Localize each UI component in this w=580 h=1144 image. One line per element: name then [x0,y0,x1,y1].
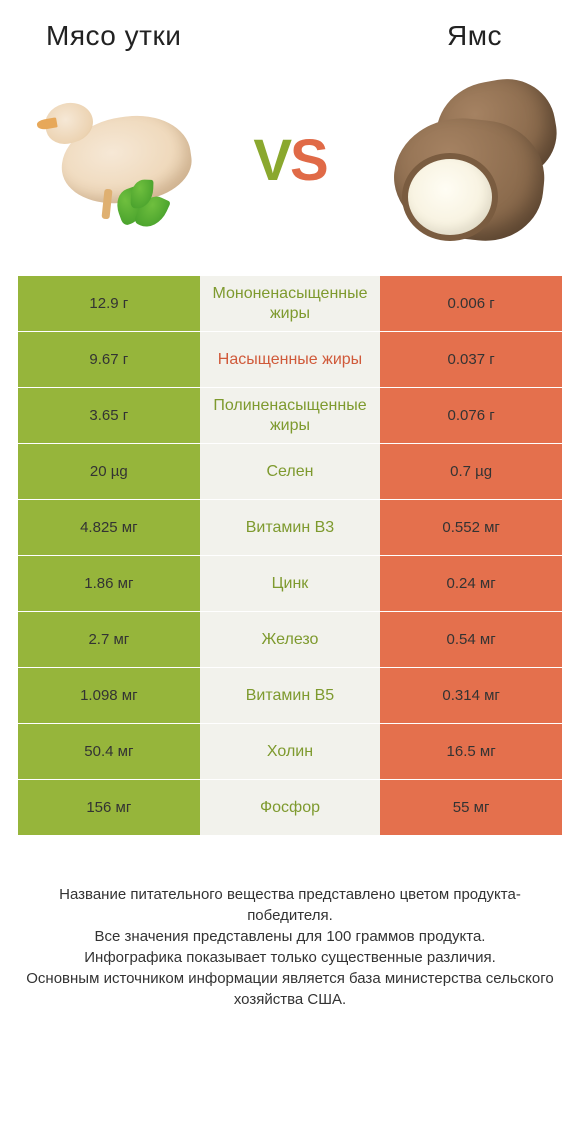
table-row: 1.86 мгЦинк0.24 мг [18,556,562,612]
value-right: 0.076 г [380,388,562,443]
value-right: 0.006 г [380,276,562,331]
vs-v: V [253,128,290,193]
title-left: Мясо утки [18,20,274,52]
table-row: 3.65 гПолиненасыщенные жиры0.076 г [18,388,562,444]
value-right: 0.037 г [380,332,562,387]
infographic-root: Мясо утки Ямс VS [0,0,580,1020]
table-row: 50.4 мгХолин16.5 мг [18,724,562,780]
footer-notes: Название питательного вещества представл… [18,884,562,1010]
value-left: 20 µg [18,444,200,499]
nutrient-name: Цинк [200,556,381,611]
table-row: 156 мгФосфор55 мг [18,780,562,836]
nutrient-name: Холин [200,724,381,779]
vs-label: VS [230,127,350,194]
value-left: 12.9 г [18,276,200,331]
nutrient-name: Селен [200,444,381,499]
footer-line: Инфографика показывает только существенн… [26,947,554,968]
yam-illustration [366,75,546,245]
table-row: 9.67 гНасыщенные жиры0.037 г [18,332,562,388]
table-row: 1.098 мгВитамин B50.314 мг [18,668,562,724]
vs-s: S [290,128,327,193]
nutrient-name: Железо [200,612,381,667]
value-left: 156 мг [18,780,200,835]
table-row: 2.7 мгЖелезо0.54 мг [18,612,562,668]
table-row: 4.825 мгВитамин B30.552 мг [18,500,562,556]
nutrient-name: Мононенасыщенные жиры [200,276,381,331]
table-row: 12.9 гМононенасыщенные жиры0.006 г [18,276,562,332]
title-right: Ямс [274,20,562,52]
value-right: 0.552 мг [380,500,562,555]
value-right: 16.5 мг [380,724,562,779]
value-right: 0.54 мг [380,612,562,667]
value-left: 9.67 г [18,332,200,387]
nutrient-name: Фосфор [200,780,381,835]
value-left: 2.7 мг [18,612,200,667]
value-left: 1.098 мг [18,668,200,723]
value-right: 55 мг [380,780,562,835]
duck-illustration [39,85,209,235]
nutrient-name: Насыщенные жиры [200,332,381,387]
value-left: 3.65 г [18,388,200,443]
comparison-table: 12.9 гМононенасыщенные жиры0.006 г9.67 г… [18,276,562,836]
footer-line: Название питательного вещества представл… [26,884,554,926]
footer-line: Все значения представлены для 100 граммо… [26,926,554,947]
value-left: 1.86 мг [18,556,200,611]
nutrient-name: Витамин B3 [200,500,381,555]
right-product-image [350,75,562,245]
hero-row: VS [18,70,562,250]
nutrient-name: Витамин B5 [200,668,381,723]
footer-line: Основным источником информации является … [26,968,554,1010]
nutrient-name: Полиненасыщенные жиры [200,388,381,443]
value-right: 0.24 мг [380,556,562,611]
table-row: 20 µgСелен0.7 µg [18,444,562,500]
value-right: 0.314 мг [380,668,562,723]
value-left: 4.825 мг [18,500,200,555]
value-right: 0.7 µg [380,444,562,499]
left-product-image [18,85,230,235]
titles-row: Мясо утки Ямс [18,20,562,52]
value-left: 50.4 мг [18,724,200,779]
